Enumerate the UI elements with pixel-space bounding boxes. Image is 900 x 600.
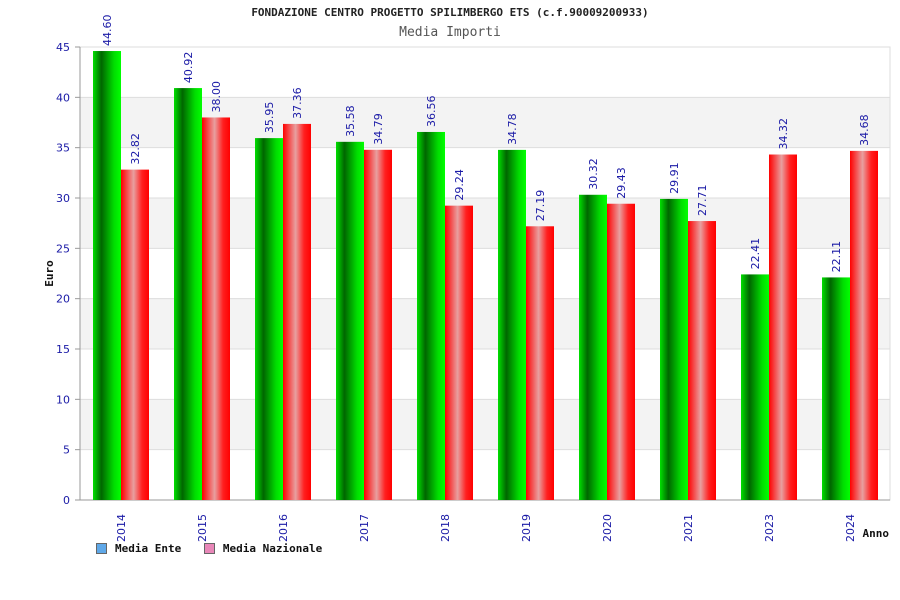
x-tick-label: 2015 (196, 514, 209, 542)
y-tick-label: 10 (56, 393, 70, 406)
legend-item-media-ente: Media Ente (96, 542, 181, 555)
data-label-media-nazionale: 29.43 (615, 167, 628, 199)
data-label-media-ente: 29.91 (668, 162, 681, 194)
chart-legend: Media Ente Media Nazionale (96, 542, 338, 557)
x-tick-label: 2023 (763, 514, 776, 542)
data-label-media-ente: 44.60 (101, 15, 114, 47)
data-label-media-nazionale: 27.19 (534, 190, 547, 222)
bar-media-ente (579, 194, 607, 500)
legend-swatch-media-ente (96, 543, 107, 554)
bar-media-nazionale (769, 154, 797, 500)
data-label-media-ente: 34.78 (506, 113, 519, 145)
data-label-media-nazionale: 32.82 (129, 133, 142, 165)
y-tick-label: 5 (63, 444, 70, 457)
data-label-media-ente: 22.11 (830, 241, 843, 273)
x-tick-label: 2021 (682, 514, 695, 542)
bar-media-ente (741, 274, 769, 500)
y-tick-label: 0 (63, 494, 70, 507)
chart-title: FONDAZIONE CENTRO PROGETTO SPILIMBERGO E… (251, 6, 649, 19)
data-label-media-nazionale: 34.32 (777, 118, 790, 150)
bar-media-nazionale (121, 169, 149, 500)
bar-media-ente (417, 131, 445, 501)
bar-media-ente (822, 277, 850, 500)
bar-media-nazionale (283, 123, 311, 500)
data-label-media-ente: 35.95 (263, 102, 276, 134)
x-axis-label: Anno (863, 527, 890, 540)
x-tick-label: 2019 (520, 514, 533, 542)
x-tick-label: 2014 (115, 514, 128, 542)
data-label-media-nazionale: 34.68 (858, 114, 871, 146)
y-tick-label: 15 (56, 343, 70, 356)
x-tick-label: 2024 (844, 514, 857, 542)
legend-label-media-nazionale: Media Nazionale (222, 542, 323, 555)
legend-item-media-nazionale: Media Nazionale (203, 542, 323, 555)
x-tick-label: 2016 (277, 514, 290, 542)
y-tick-label: 45 (56, 41, 70, 54)
x-tick-label: 2018 (439, 514, 452, 542)
bar-media-ente (255, 138, 283, 500)
data-label-media-nazionale: 27.71 (696, 185, 709, 217)
data-label-media-nazionale: 38.00 (210, 81, 223, 113)
bar-media-nazionale (202, 117, 230, 500)
data-label-media-ente: 30.32 (587, 158, 600, 190)
data-label-media-ente: 36.56 (425, 95, 438, 127)
y-tick-label: 30 (56, 192, 70, 205)
x-tick-label: 2017 (358, 514, 371, 542)
x-tick-label: 2020 (601, 514, 614, 542)
y-tick-label: 20 (56, 293, 70, 306)
bar-media-nazionale (364, 149, 392, 500)
data-label-media-ente: 22.41 (749, 238, 762, 270)
bar-media-nazionale (526, 226, 554, 500)
legend-swatch-media-nazionale (203, 543, 215, 554)
bar-media-nazionale (607, 203, 635, 500)
y-tick-label: 25 (56, 242, 70, 255)
bar-media-ente (660, 198, 688, 500)
bar-media-nazionale (688, 221, 716, 500)
data-label-media-ente: 40.92 (182, 52, 195, 84)
bar-media-ente (498, 149, 526, 500)
chart-subtitle: Media Importi (399, 25, 501, 40)
data-label-media-nazionale: 37.36 (291, 87, 304, 119)
bar-media-nazionale (445, 205, 473, 500)
bar-media-ente (174, 88, 202, 501)
y-tick-label: 40 (56, 91, 70, 104)
data-label-media-ente: 35.58 (344, 105, 357, 137)
bar-media-ente (336, 141, 364, 500)
bar-media-nazionale (850, 150, 878, 500)
y-axis-label: Euro (43, 260, 56, 287)
y-tick-label: 35 (56, 142, 70, 155)
bar-media-ente (93, 51, 121, 500)
data-label-media-nazionale: 34.79 (372, 113, 385, 145)
legend-label-media-ente: Media Ente (115, 542, 182, 555)
data-label-media-nazionale: 29.24 (453, 169, 466, 201)
